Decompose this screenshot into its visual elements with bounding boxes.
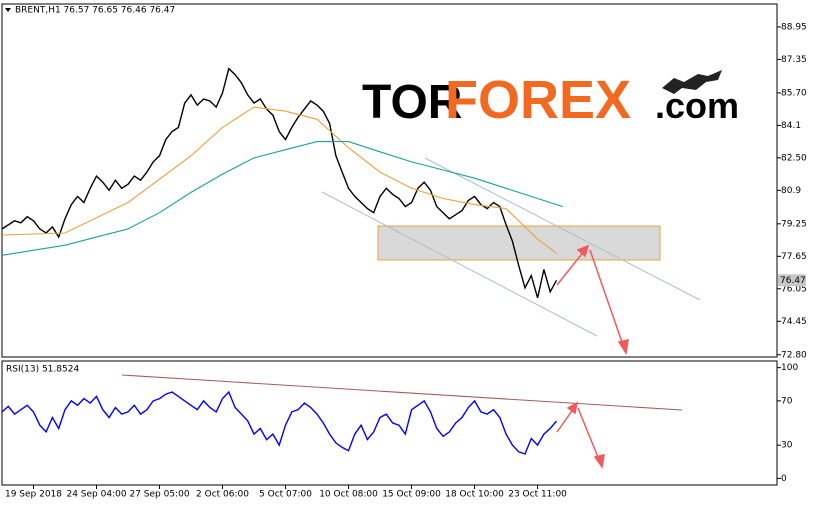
logo-forex: FOREX (445, 70, 631, 130)
x-tick-label: 15 Oct 09:00 (382, 490, 441, 500)
forecast-arrows (556, 244, 629, 469)
series-line (1, 390, 558, 455)
y-tick-label: 84.1 (781, 121, 801, 131)
dropdown-icon (5, 8, 11, 12)
logo-com: .com (655, 85, 739, 126)
series-line (1, 106, 557, 254)
x-tick-label: 18 Oct 10:00 (445, 490, 504, 500)
channel-lower (321, 191, 598, 337)
y-tick-label: 74.45 (781, 317, 807, 327)
y-tick-label: 77.65 (781, 252, 807, 262)
y-tick-label: 70 (781, 396, 793, 406)
chart-title: BRENT,H1 76.57 76.65 76.46 76.47 (15, 6, 175, 16)
x-tick-label: 5 Oct 07:00 (259, 490, 312, 500)
x-tick-label: 10 Oct 08:00 (319, 490, 378, 500)
rsi-trendline (121, 374, 683, 411)
last-price-label: 76.47 (780, 276, 806, 286)
y-tick-label: 80.9 (781, 186, 801, 196)
y-tick-label: 82.50 (781, 153, 807, 163)
resistance-zone (377, 225, 661, 261)
y-tick-label: 0 (781, 474, 787, 484)
logo-bull (662, 70, 722, 94)
y-tick-label: 88.95 (781, 22, 807, 32)
x-tick-label: 23 Oct 11:00 (508, 490, 567, 500)
series-line (1, 67, 558, 299)
y-tick-label: 72.80 (781, 350, 807, 360)
channel-upper (424, 157, 701, 301)
logo-tor: TOR (362, 76, 462, 129)
last-price-box (778, 274, 806, 287)
main-panel (1, 3, 778, 358)
y-tick-label: 100 (781, 363, 798, 373)
x-tick-label: 24 Sep 04:00 (66, 490, 126, 500)
y-tick-label: 76.05 (781, 284, 807, 294)
x-tick-label: 19 Sep 2018 (5, 490, 62, 500)
x-tick-label: 2 Oct 06:00 (196, 490, 249, 500)
x-tick-label: 27 Sep 05:00 (129, 490, 189, 500)
y-tick-label: 85.70 (781, 88, 807, 98)
rsi-panel (1, 360, 778, 486)
series-line (1, 141, 563, 256)
y-tick-label: 79.25 (781, 219, 807, 229)
rsi-title: RSI(13) 51.8524 (6, 365, 79, 375)
y-tick-label: 30 (781, 441, 793, 451)
y-tick-label: 87.35 (781, 55, 807, 65)
